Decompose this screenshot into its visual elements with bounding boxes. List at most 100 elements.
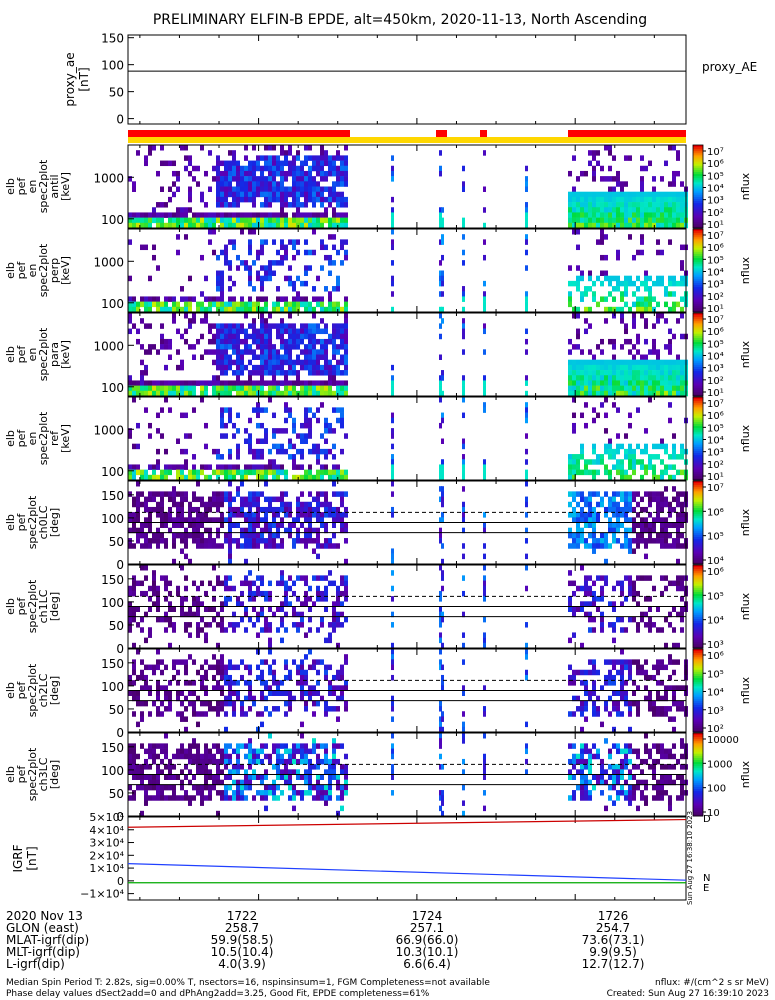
heatmap-cell xyxy=(648,501,652,508)
heatmap-cell xyxy=(320,306,324,313)
heatmap-cell xyxy=(640,176,644,182)
heatmap-cell xyxy=(640,186,644,192)
heatmap-cell xyxy=(292,202,296,208)
heatmap-cell xyxy=(644,296,648,302)
heatmap-cell xyxy=(568,664,572,671)
heatmap-cell xyxy=(608,390,612,397)
heatmap-cell xyxy=(628,711,632,717)
heatmap-cell xyxy=(344,575,348,581)
heatmap-cell xyxy=(648,370,652,376)
heatmap-cell xyxy=(308,323,312,329)
heatmap-cell xyxy=(439,390,442,397)
heatmap-cell xyxy=(592,150,596,156)
heatmap-cell xyxy=(288,349,292,355)
heatmap-cell xyxy=(656,454,660,460)
heatmap-cell xyxy=(308,176,312,182)
heatmap-cell xyxy=(292,385,296,392)
heatmap-cell xyxy=(260,222,264,229)
heatmap-cell xyxy=(252,695,256,702)
heatmap-cell xyxy=(632,318,636,324)
heatmap-cell xyxy=(228,286,232,292)
heatmap-cell xyxy=(268,176,272,182)
heatmap-cell xyxy=(462,553,465,560)
heatmap-cell xyxy=(616,254,620,261)
heatmap-cell xyxy=(620,491,624,497)
colorbar-cell xyxy=(693,551,703,555)
heatmap-cell xyxy=(180,711,184,717)
heatmap-cell xyxy=(136,390,140,397)
heatmap-cell xyxy=(212,385,216,392)
heatmap-cell xyxy=(525,306,528,313)
heatmap-cell xyxy=(276,328,280,335)
heatmap-cell xyxy=(224,596,228,602)
heatmap-cell xyxy=(248,239,252,245)
heatmap-cell xyxy=(584,170,588,177)
heatmap-cell xyxy=(164,575,168,581)
heatmap-cell xyxy=(216,464,220,470)
heatmap-cell xyxy=(164,397,168,403)
heatmap-cell xyxy=(572,674,576,681)
heatmap-cell xyxy=(652,664,656,671)
status-bar-red xyxy=(480,130,487,137)
heatmap-cell xyxy=(624,323,628,329)
heatmap-cell xyxy=(624,496,628,503)
heatmap-cell xyxy=(344,333,348,340)
heatmap-cell xyxy=(128,313,132,319)
heatmap-cell xyxy=(280,170,284,177)
heatmap-cell xyxy=(260,469,264,476)
heatmap-cell xyxy=(268,690,272,696)
heatmap-cell xyxy=(200,580,204,587)
heatmap-cell xyxy=(192,532,196,539)
heatmap-cell xyxy=(296,380,300,386)
heatmap-cell xyxy=(576,313,580,319)
heatmap-cell xyxy=(628,448,632,455)
heatmap-cell xyxy=(640,239,644,245)
heatmap-cell xyxy=(672,695,676,702)
heatmap-cell xyxy=(280,165,284,172)
colorbar-cell xyxy=(693,163,703,167)
heatmap-cell xyxy=(156,616,160,623)
heatmap-cell xyxy=(184,575,188,581)
heatmap-cell xyxy=(244,301,248,308)
heatmap-cell xyxy=(276,155,280,161)
heatmap-cell xyxy=(148,296,152,302)
heatmap-cell xyxy=(308,354,312,360)
heatmap-cell xyxy=(336,601,340,607)
heatmap-cell xyxy=(620,685,624,691)
heatmap-cell xyxy=(576,328,580,335)
heatmap-cell xyxy=(664,685,668,691)
heatmap-cell xyxy=(264,155,268,161)
heatmap-cell xyxy=(184,212,188,218)
heatmap-cell xyxy=(200,354,204,360)
heatmap-cell xyxy=(196,522,200,528)
heatmap-cell xyxy=(260,344,264,350)
heatmap-cell xyxy=(256,354,260,360)
heatmap-cell xyxy=(220,606,224,612)
heatmap-cell xyxy=(312,359,316,366)
heatmap-cell xyxy=(140,385,144,392)
heatmap-cell xyxy=(668,464,672,470)
heatmap-cell xyxy=(340,580,344,587)
heatmap-cell xyxy=(248,496,252,503)
heatmap-cell xyxy=(680,543,684,549)
heatmap-cell xyxy=(140,390,144,397)
heatmap-cell xyxy=(300,721,304,728)
heatmap-cell xyxy=(640,306,644,313)
colorbar-cell xyxy=(693,293,703,296)
heatmap-cell xyxy=(168,616,172,623)
heatmap-cell xyxy=(304,517,308,523)
heatmap-cell xyxy=(144,364,148,371)
heatmap-cell xyxy=(441,474,444,481)
heatmap-cell xyxy=(596,390,600,397)
heatmap-cell xyxy=(240,527,244,534)
heatmap-cell xyxy=(260,532,264,539)
heatmap-cell xyxy=(236,338,240,345)
heatmap-cell xyxy=(628,338,632,345)
heatmap-cell xyxy=(224,186,228,192)
colorbar-cell xyxy=(693,196,703,200)
heatmap-cell xyxy=(568,385,572,392)
heatmap-cell xyxy=(483,685,486,691)
heatmap-cell xyxy=(616,448,620,455)
heatmap-cell xyxy=(276,333,280,340)
heatmap-cell xyxy=(312,512,316,518)
